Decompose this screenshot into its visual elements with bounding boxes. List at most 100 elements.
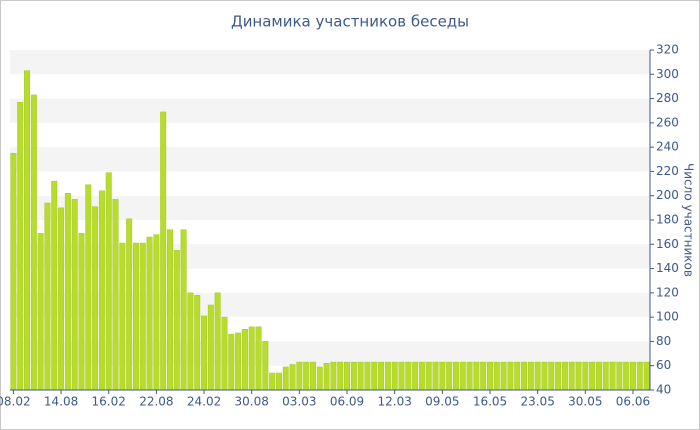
bar: [71, 199, 78, 391]
bar: [582, 361, 589, 391]
bar: [173, 250, 180, 391]
bar: [92, 206, 99, 391]
bar: [289, 364, 296, 391]
bar: [500, 361, 507, 391]
grid-band: [10, 147, 650, 172]
bar: [160, 111, 167, 391]
bar: [384, 361, 391, 391]
bar: [112, 199, 119, 391]
x-tick-label: 16.02: [92, 395, 126, 409]
bar: [139, 242, 146, 391]
bar: [153, 234, 160, 391]
x-tick-label: 03.03: [282, 395, 316, 409]
bar: [119, 242, 126, 391]
bar: [10, 152, 17, 391]
bar: [64, 193, 71, 391]
bar: [248, 326, 255, 391]
bar: [514, 361, 521, 391]
y-tick-label: 180: [656, 213, 679, 227]
y-tick-label: 200: [656, 188, 679, 202]
bar: [344, 361, 350, 391]
bar: [507, 361, 514, 391]
bar: [330, 361, 337, 391]
bar: [221, 316, 228, 391]
bar: [167, 229, 173, 391]
x-tick-label: 12.03: [378, 395, 412, 409]
x-tick-label: 30.08: [235, 395, 269, 409]
bar: [30, 94, 37, 391]
bar: [235, 332, 242, 391]
bar: [37, 233, 44, 391]
bar: [269, 372, 276, 391]
bar: [85, 184, 92, 391]
bar: [51, 180, 58, 391]
bar: [17, 101, 24, 391]
grid-band: [10, 98, 650, 123]
bar: [493, 361, 500, 391]
bar: [602, 361, 609, 391]
bar: [296, 361, 303, 391]
bar: [561, 361, 568, 391]
bar: [487, 361, 493, 391]
bar: [105, 172, 112, 391]
bar: [207, 304, 214, 391]
bar: [466, 361, 473, 391]
bar: [255, 326, 262, 391]
bar: [262, 341, 269, 391]
bar: [187, 292, 194, 391]
bar: [555, 361, 562, 391]
x-tick-label: 23.05: [520, 395, 554, 409]
bar: [616, 361, 623, 391]
y-tick-label: 140: [656, 261, 679, 275]
y-tick-label: 220: [656, 164, 679, 178]
bar: [425, 361, 432, 391]
x-tick-label: 16.05: [473, 395, 507, 409]
bar: [521, 361, 528, 391]
x-tick-label: 06.09: [330, 395, 364, 409]
bar: [568, 361, 575, 391]
bar: [316, 366, 323, 391]
y-tick-label: 120: [656, 285, 679, 299]
bar: [98, 190, 105, 391]
bar: [371, 361, 378, 391]
y-tick-label: 280: [656, 91, 679, 105]
bar: [180, 229, 187, 391]
x-tick-label: 22.08: [139, 395, 173, 409]
bar: [418, 361, 425, 391]
y-tick-label: 100: [656, 310, 679, 324]
y-tick-label: 160: [656, 237, 679, 251]
x-tick-label: 24.02: [187, 395, 221, 409]
bar: [275, 372, 282, 391]
y-tick-label: 320: [656, 43, 679, 57]
grid-band: [10, 50, 650, 75]
bar: [78, 233, 85, 391]
bar: [58, 207, 65, 391]
bar: [146, 236, 153, 391]
bar: [228, 333, 235, 391]
bar: [548, 361, 555, 391]
bar: [405, 361, 412, 391]
y-tick-label: 300: [656, 67, 679, 81]
bar: [201, 315, 208, 391]
y-tick-label: 260: [656, 115, 679, 129]
bar: [337, 361, 344, 391]
bar: [350, 361, 357, 391]
bar: [636, 361, 643, 391]
bar: [391, 361, 398, 391]
y-axis-title: Число участников: [682, 163, 696, 277]
bar: [595, 361, 602, 391]
bar: [534, 361, 541, 391]
bar: [357, 361, 364, 391]
bar: [241, 329, 248, 391]
x-tick-label: 14.08: [44, 395, 78, 409]
bar: [214, 292, 221, 391]
chart-title: Динамика участников беседы: [231, 13, 469, 31]
bar: [432, 361, 439, 391]
bar: [623, 361, 630, 391]
y-tick-label: 40: [656, 383, 671, 397]
bar: [541, 361, 548, 391]
x-tick-label: 06.06: [616, 395, 650, 409]
bar: [24, 70, 30, 391]
bar: [459, 361, 466, 391]
bar: [132, 242, 139, 391]
